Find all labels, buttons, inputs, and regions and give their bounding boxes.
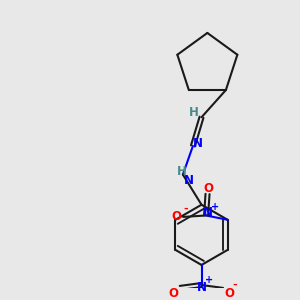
Text: +: + [211, 202, 219, 212]
Text: H: H [176, 165, 186, 178]
Text: N: N [202, 206, 212, 219]
Text: -: - [233, 280, 237, 290]
Text: H: H [189, 106, 198, 119]
Text: N: N [184, 174, 194, 187]
Text: O: O [172, 210, 182, 224]
Text: O: O [169, 286, 179, 300]
Text: N: N [196, 281, 206, 294]
Text: -: - [183, 204, 188, 214]
Text: +: + [205, 275, 213, 285]
Text: N: N [193, 137, 203, 150]
Text: O: O [203, 182, 213, 195]
Text: O: O [224, 286, 234, 300]
